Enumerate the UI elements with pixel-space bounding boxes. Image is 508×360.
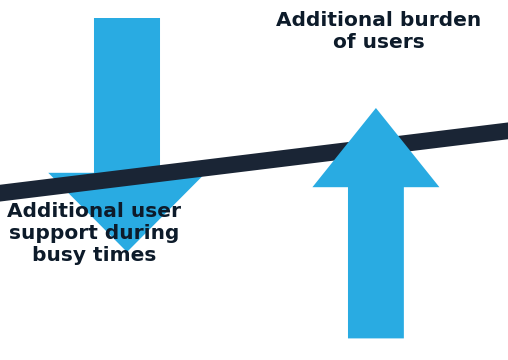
- Text: Additional burden
of users: Additional burden of users: [276, 11, 481, 52]
- Polygon shape: [48, 18, 206, 252]
- Text: Additional user
support during
busy times: Additional user support during busy time…: [7, 202, 181, 265]
- Polygon shape: [312, 108, 439, 338]
